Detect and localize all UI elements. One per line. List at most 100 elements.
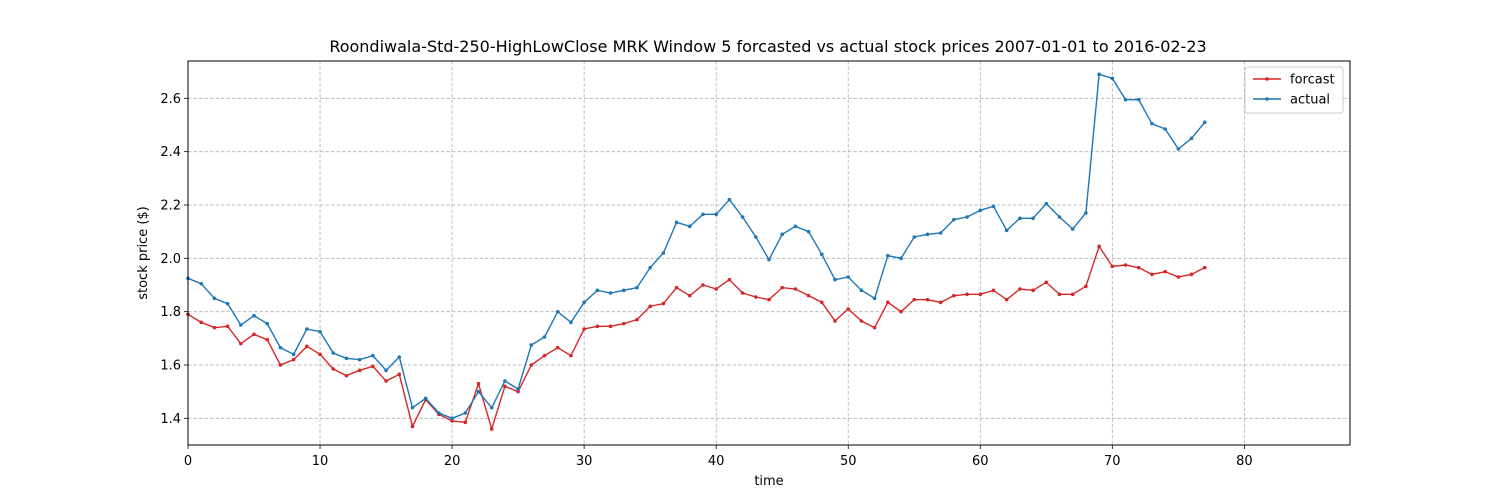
series-line-forcast <box>187 244 1206 432</box>
data-point-actual <box>1123 97 1128 102</box>
data-point-actual <box>1202 120 1207 125</box>
data-point-actual <box>344 356 349 361</box>
data-point-forcast <box>727 277 732 282</box>
x-tick-label: 0 <box>184 454 192 469</box>
y-tick-label: 1.6 <box>160 359 181 374</box>
data-point-forcast <box>833 319 837 323</box>
data-point-actual <box>846 275 851 279</box>
data-point-actual <box>1163 127 1167 131</box>
data-point-actual <box>1097 72 1101 77</box>
data-point-forcast <box>674 285 679 290</box>
data-point-actual <box>489 405 494 410</box>
data-point-forcast <box>1097 244 1101 249</box>
data-point-actual <box>542 335 547 339</box>
x-axis-label: time <box>754 474 783 489</box>
data-point-forcast <box>846 307 851 311</box>
data-point-actual <box>371 353 375 358</box>
x-tick-label: 30 <box>576 454 593 469</box>
data-point-forcast <box>886 300 890 305</box>
data-point-actual <box>529 343 534 347</box>
data-point-actual <box>1044 201 1049 206</box>
data-point-forcast <box>331 367 336 371</box>
chart-title: Roondiwala-Std-250-HighLowClose MRK Wind… <box>329 37 1206 56</box>
data-point-forcast <box>780 285 785 290</box>
data-point-forcast <box>555 345 560 350</box>
data-point-actual <box>701 212 705 217</box>
data-point-actual <box>1136 97 1141 102</box>
series-actual <box>186 72 1207 421</box>
legend-marker-forcast <box>1265 77 1269 81</box>
data-point-actual <box>833 277 837 282</box>
legend-label-actual: actual <box>1290 93 1330 108</box>
data-point-forcast <box>516 389 520 394</box>
data-point-forcast <box>1176 275 1181 279</box>
data-point-actual <box>595 288 600 293</box>
data-point-actual <box>872 296 877 301</box>
data-point-actual <box>753 235 758 239</box>
data-point-forcast <box>371 364 375 369</box>
plot-frame <box>187 60 1351 446</box>
data-point-actual <box>516 387 520 391</box>
data-point-forcast <box>450 419 454 423</box>
data-point-forcast <box>1018 287 1022 291</box>
y-tick-label: 2.6 <box>160 92 181 107</box>
data-point-forcast <box>318 352 322 357</box>
data-point-forcast <box>621 321 626 326</box>
y-tick-label: 2.0 <box>160 252 181 267</box>
data-point-forcast <box>767 297 771 302</box>
data-point-forcast <box>701 283 705 287</box>
data-point-actual <box>212 296 217 301</box>
data-point-actual <box>1018 216 1022 221</box>
data-point-forcast <box>569 353 573 358</box>
x-tick-label: 50 <box>840 454 857 469</box>
data-point-actual <box>714 212 718 217</box>
y-tick-label: 1.4 <box>160 412 181 427</box>
data-point-forcast <box>489 427 494 431</box>
data-point-actual <box>621 288 626 293</box>
data-point-forcast <box>529 363 534 367</box>
data-point-actual <box>384 368 388 373</box>
series-line-actual <box>187 73 1206 420</box>
axis-ticks: 0 10 20 30 40 50 60 70 80 1.4 1.6 1.8 2.0 2.2 2.4 2.6 <box>160 92 1252 469</box>
data-point-actual <box>635 285 639 290</box>
data-point-forcast <box>635 317 639 322</box>
data-point-forcast <box>687 293 692 298</box>
data-point-actual <box>952 217 956 222</box>
data-point-actual <box>648 265 652 270</box>
data-point-actual <box>1110 76 1115 81</box>
data-point-actual <box>780 232 785 237</box>
data-point-actual <box>806 229 811 234</box>
data-point-actual <box>886 253 890 258</box>
data-point-forcast <box>595 324 600 329</box>
data-point-actual <box>767 257 771 262</box>
data-point-actual <box>225 301 230 306</box>
data-point-forcast <box>820 300 824 305</box>
data-point-forcast <box>965 292 969 297</box>
data-point-actual <box>978 208 983 213</box>
data-point-actual <box>925 232 930 237</box>
data-point-actual <box>476 389 481 394</box>
data-point-actual <box>661 251 666 255</box>
legend: forcast actual <box>1244 66 1344 114</box>
data-point-actual <box>357 357 362 362</box>
data-point-forcast <box>305 344 309 349</box>
data-point-forcast <box>239 341 243 346</box>
series-forcast <box>186 244 1207 432</box>
y-axis-label: stock price ($) <box>136 206 151 300</box>
data-point-forcast <box>740 291 745 295</box>
data-point-forcast <box>648 304 652 309</box>
data-point-forcast <box>952 293 956 298</box>
data-point-forcast <box>265 337 270 342</box>
data-point-forcast <box>1189 272 1194 277</box>
data-point-forcast <box>1136 265 1141 270</box>
data-point-forcast <box>397 372 402 377</box>
data-point-actual <box>1070 227 1075 231</box>
x-tick-label: 60 <box>972 454 989 469</box>
data-point-actual <box>555 309 560 314</box>
data-point-forcast <box>1150 272 1154 277</box>
y-tick-label: 1.8 <box>160 305 181 320</box>
data-point-actual <box>463 411 468 415</box>
data-point-forcast <box>872 325 877 330</box>
data-point-forcast <box>1031 288 1035 293</box>
data-point-actual <box>331 351 336 355</box>
